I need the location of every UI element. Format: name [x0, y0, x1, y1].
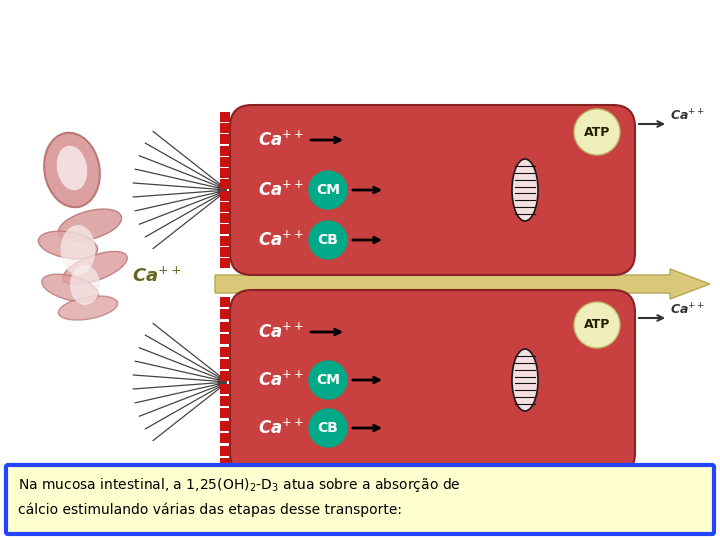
- FancyBboxPatch shape: [230, 105, 635, 275]
- Bar: [220, 123, 230, 133]
- Bar: [220, 112, 230, 122]
- Circle shape: [309, 221, 347, 259]
- Bar: [220, 202, 230, 212]
- Ellipse shape: [57, 146, 87, 190]
- Text: Ca$^{++}$: Ca$^{++}$: [258, 231, 304, 249]
- Bar: [220, 322, 230, 332]
- Bar: [220, 421, 230, 431]
- Text: Ca$^{++}$: Ca$^{++}$: [258, 130, 304, 150]
- Text: Na mucosa intestinal, a 1,25(OH)$_2$-D$_3$ atua sobre a absorção de: Na mucosa intestinal, a 1,25(OH)$_2$-D$_…: [18, 476, 461, 494]
- Ellipse shape: [512, 349, 538, 411]
- Bar: [220, 372, 230, 381]
- Circle shape: [574, 109, 620, 155]
- Text: cálcio estimulando várias das etapas desse transporte:: cálcio estimulando várias das etapas des…: [18, 503, 402, 517]
- Text: CB: CB: [318, 421, 338, 435]
- Ellipse shape: [70, 265, 100, 305]
- Bar: [220, 213, 230, 223]
- Text: CB: CB: [318, 233, 338, 247]
- Bar: [220, 258, 230, 268]
- Text: Ca$^{++}$: Ca$^{++}$: [132, 266, 182, 286]
- Bar: [220, 191, 230, 201]
- Bar: [220, 297, 230, 307]
- Ellipse shape: [58, 209, 122, 241]
- Bar: [220, 235, 230, 246]
- Polygon shape: [215, 269, 710, 299]
- Bar: [220, 458, 230, 468]
- Text: Ca$^{++}$: Ca$^{++}$: [258, 418, 304, 437]
- Circle shape: [309, 409, 347, 447]
- Bar: [220, 433, 230, 443]
- Text: Ca$^{++}$: Ca$^{++}$: [258, 370, 304, 390]
- Ellipse shape: [60, 225, 96, 275]
- Bar: [220, 446, 230, 456]
- Bar: [220, 146, 230, 156]
- Circle shape: [574, 302, 620, 348]
- Bar: [220, 157, 230, 167]
- FancyBboxPatch shape: [6, 465, 714, 534]
- Text: ATP: ATP: [584, 125, 610, 138]
- Bar: [220, 347, 230, 356]
- Circle shape: [309, 171, 347, 209]
- Bar: [220, 359, 230, 369]
- Ellipse shape: [38, 231, 98, 259]
- Text: Ca$^{++}$: Ca$^{++}$: [670, 109, 705, 124]
- Bar: [220, 134, 230, 145]
- Bar: [220, 224, 230, 234]
- Bar: [220, 408, 230, 418]
- Ellipse shape: [42, 274, 98, 302]
- Text: Ca$^{++}$: Ca$^{++}$: [670, 302, 705, 318]
- Bar: [220, 168, 230, 178]
- Ellipse shape: [44, 133, 100, 207]
- FancyBboxPatch shape: [230, 290, 635, 475]
- Bar: [220, 179, 230, 190]
- Bar: [220, 334, 230, 344]
- Circle shape: [309, 361, 347, 399]
- Bar: [220, 396, 230, 406]
- Ellipse shape: [512, 159, 538, 221]
- Text: Ca$^{++}$: Ca$^{++}$: [258, 180, 304, 200]
- Bar: [220, 247, 230, 256]
- Bar: [220, 384, 230, 394]
- Text: ATP: ATP: [584, 319, 610, 332]
- Text: CM: CM: [316, 183, 340, 197]
- Text: Ca$^{++}$: Ca$^{++}$: [258, 322, 304, 342]
- Ellipse shape: [63, 252, 127, 285]
- Bar: [220, 309, 230, 319]
- Text: CM: CM: [316, 373, 340, 387]
- Ellipse shape: [58, 296, 117, 320]
